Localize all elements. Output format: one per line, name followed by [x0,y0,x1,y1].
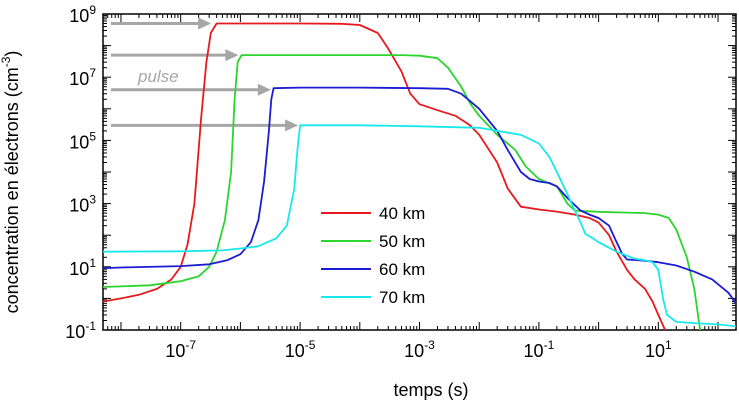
legend-label-3: 60 km [379,260,425,279]
svg-text:concentration en électrons (cm: concentration en électrons (cm-3) [0,51,22,314]
x-axis-title-text: temps (s) [393,380,468,400]
legend: 40 km 50 km 60 km 70 km [321,204,425,307]
y-axis-title-unit-close: ) [2,51,22,57]
y-tick-label: 107 [69,66,96,89]
pulse-arrow-head [225,49,239,62]
x-tick-label: 10-5 [285,338,316,361]
series-line-2 [103,54,701,330]
x-tick-label: 10-7 [165,338,196,361]
y-tick-label: 10-1 [65,319,96,342]
series-line-3 [103,86,736,304]
y-tick-label: 103 [69,193,96,216]
x-tick-label: 10-3 [404,338,435,361]
y-tick-label: 109 [69,3,96,26]
y-axis-title: concentration en électrons (cm-3) [0,51,22,314]
legend-label-1: 40 km [379,204,425,223]
y-axis-title-text: concentration en électrons (cm [2,67,22,313]
series-lines [103,22,736,330]
y-axis-title-unit-exponent: -3 [0,56,13,67]
axes: 10-7 10-5 10-3 10-1 101 10-1 101 103 105 107 109 [65,3,737,361]
pulse-arrow-head [285,119,299,132]
x-tick-label: 10-1 [524,338,555,361]
pulse-annotation: pulse [137,67,179,86]
x-tick-label: 101 [645,338,672,361]
plot-frame [102,13,737,331]
y-tick-label: 105 [69,129,96,152]
x-axis-title: temps (s) [393,380,468,400]
pulse-arrow-head [198,17,212,30]
series-line-4 [103,124,736,328]
pulse-arrow-head [257,83,271,96]
y-tick-label: 101 [69,256,96,279]
series-line-1 [103,22,666,330]
legend-label-4: 70 km [379,288,425,307]
legend-label-2: 50 km [379,232,425,251]
